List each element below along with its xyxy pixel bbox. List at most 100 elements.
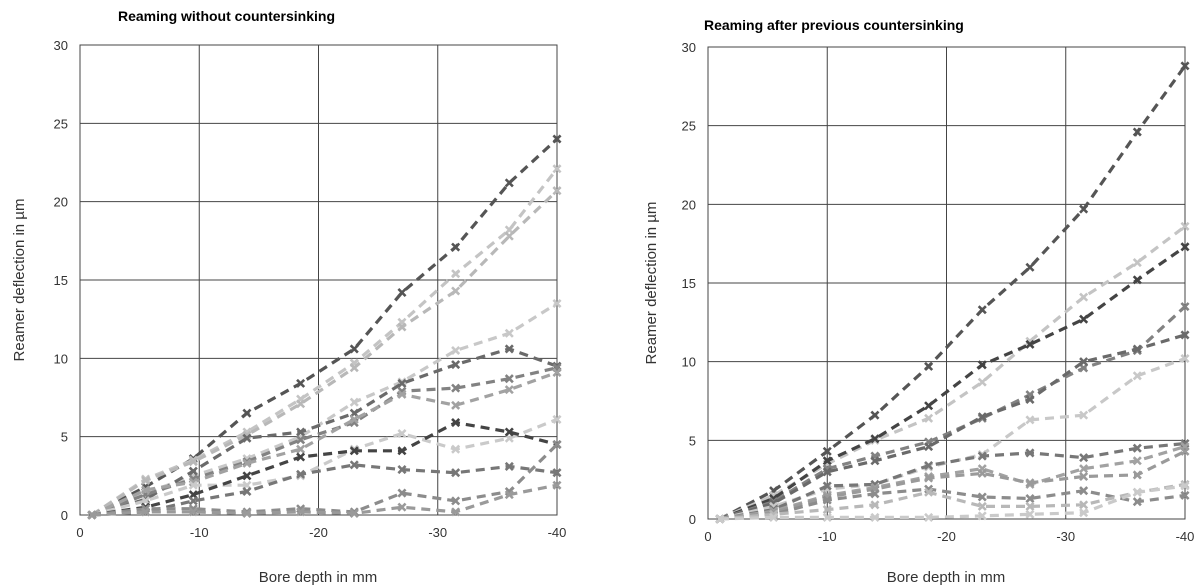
data-point	[451, 496, 461, 506]
data-point	[242, 486, 252, 497]
data-point	[296, 507, 306, 517]
y-axis-label: Reamer deflection in µm	[11, 199, 28, 362]
series-line	[719, 305, 1187, 521]
data-point	[977, 501, 987, 511]
data-point	[822, 495, 832, 505]
data-point	[1132, 470, 1142, 480]
data-point	[451, 360, 461, 370]
data-point	[349, 446, 359, 456]
x-tick-label: 0	[704, 529, 711, 544]
data-point	[870, 489, 880, 499]
data-point	[870, 500, 880, 510]
x-tick-label: 0	[76, 525, 83, 540]
data-point	[1079, 464, 1089, 474]
y-tick-label: 15	[682, 276, 696, 291]
series-5	[87, 363, 562, 520]
series-11	[715, 481, 1190, 524]
x-tick-label: -30	[1056, 529, 1075, 544]
data-point	[349, 344, 359, 354]
data-point	[504, 385, 514, 395]
plot-frame	[707, 46, 1186, 520]
y-tick-label: 10	[54, 351, 68, 366]
series-1	[87, 164, 562, 520]
x-tick-label: -40	[1176, 529, 1195, 544]
data-point	[242, 508, 252, 518]
data-point	[977, 451, 987, 461]
data-point	[552, 468, 562, 478]
data-point	[977, 492, 987, 502]
data-point	[451, 269, 461, 279]
series-line	[91, 443, 559, 517]
series-3	[87, 298, 562, 520]
data-point	[504, 178, 514, 188]
data-point	[242, 433, 252, 443]
data-point	[397, 378, 407, 388]
data-point	[977, 377, 987, 387]
data-point	[552, 164, 562, 174]
data-point	[1079, 500, 1089, 510]
series-line	[91, 189, 559, 517]
data-point	[397, 465, 407, 475]
series-0	[715, 61, 1190, 524]
data-point	[977, 360, 987, 370]
data-point	[1025, 262, 1035, 272]
data-point	[1180, 330, 1190, 340]
data-point	[1025, 478, 1035, 488]
data-point	[1079, 453, 1089, 463]
data-point	[188, 496, 198, 506]
data-point	[451, 418, 461, 428]
data-point	[1180, 61, 1190, 71]
data-point	[870, 456, 880, 466]
series-line	[719, 441, 1186, 521]
data-point	[296, 378, 306, 388]
data-point	[1025, 394, 1035, 404]
data-point	[504, 461, 514, 471]
data-point	[1132, 487, 1142, 497]
data-point	[296, 444, 306, 454]
x-tick-label: -30	[428, 525, 447, 540]
data-point	[451, 400, 461, 410]
series-line	[91, 483, 558, 517]
series-line	[719, 484, 1186, 521]
y-tick-label: 25	[682, 119, 696, 134]
data-point	[1132, 344, 1142, 354]
data-point	[188, 507, 198, 517]
data-point	[1025, 448, 1035, 458]
y-axis-label: Reamer deflection in µm	[643, 202, 660, 365]
y-tick-label: 5	[689, 433, 696, 448]
series-line	[719, 449, 1186, 521]
data-point	[552, 298, 562, 309]
data-point	[977, 305, 987, 315]
data-point	[1025, 501, 1035, 511]
data-point	[451, 383, 461, 393]
data-point	[822, 505, 832, 515]
data-point	[1180, 221, 1190, 231]
chart-title: Reaming without countersinking	[118, 8, 335, 24]
data-point	[870, 410, 880, 420]
data-point	[1079, 472, 1089, 482]
data-point	[349, 363, 359, 373]
chart-left: Reaming without countersinking 0 -10 -20 -30…	[11, 8, 566, 586]
series-line	[91, 417, 558, 517]
series-2	[87, 186, 562, 520]
y-tick-label: 0	[689, 512, 696, 527]
data-point	[296, 427, 306, 437]
data-point	[1180, 242, 1190, 252]
y-tick-label: 30	[682, 40, 696, 55]
data-point	[188, 466, 198, 476]
data-point	[977, 412, 987, 422]
y-tick-label: 30	[54, 38, 68, 53]
series-line	[719, 445, 1186, 521]
series-line	[91, 463, 558, 517]
data-point	[242, 471, 252, 481]
chart-title: Reaming after previous countersinking	[704, 17, 964, 33]
series-line	[719, 482, 1186, 521]
data-point	[1079, 410, 1089, 420]
series-line	[719, 245, 1186, 521]
data-point	[242, 408, 252, 418]
data-point	[1132, 456, 1142, 466]
data-point	[451, 286, 461, 296]
data-point	[1180, 354, 1190, 364]
data-point	[1180, 481, 1190, 491]
data-point	[504, 490, 514, 500]
